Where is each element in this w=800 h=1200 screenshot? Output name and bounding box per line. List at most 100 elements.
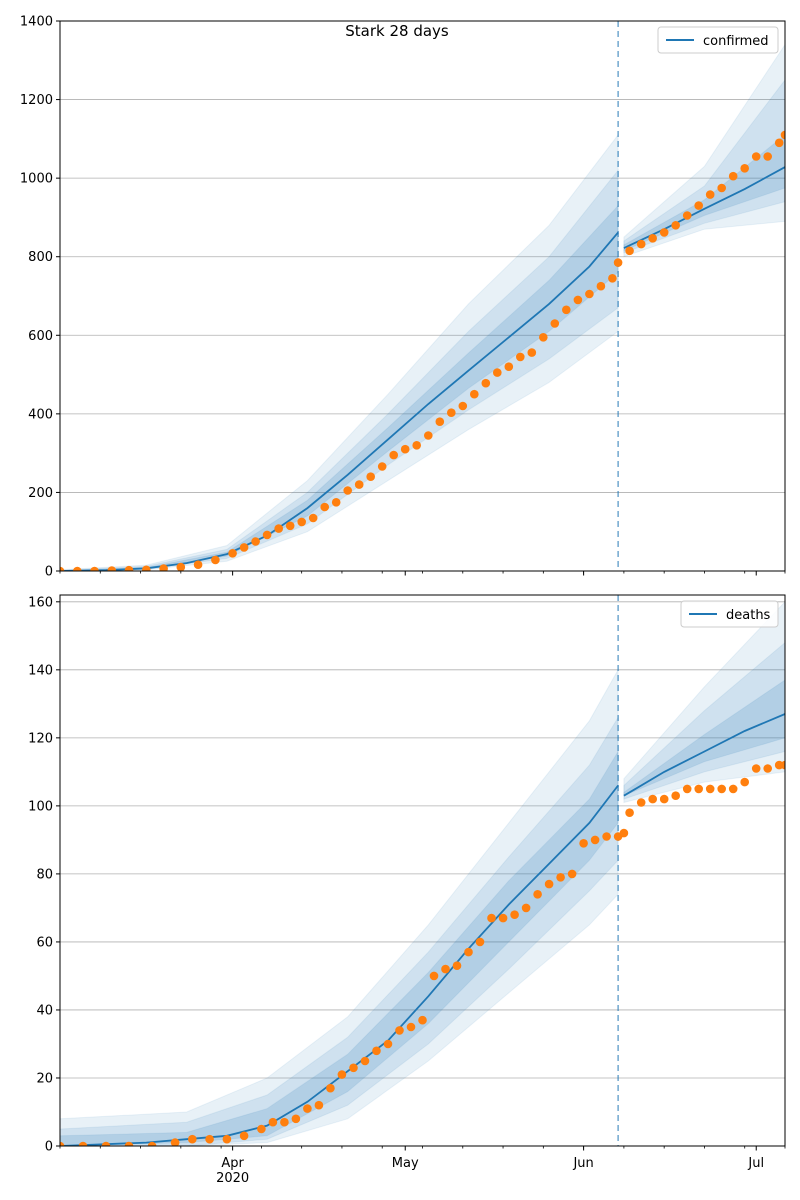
observed-point <box>308 513 318 523</box>
observed-point <box>751 764 761 773</box>
observed-point <box>366 472 376 482</box>
observed-point <box>705 784 715 794</box>
y-tick-label: 160 <box>28 595 53 610</box>
observed-point <box>659 228 669 237</box>
observed-point <box>395 1026 404 1035</box>
observed-point <box>590 835 600 845</box>
observed-point <box>544 879 554 889</box>
observed-point <box>349 1063 358 1073</box>
observed-point <box>751 152 761 161</box>
observed-point <box>360 1056 370 1066</box>
x-tick-label: May <box>392 1156 419 1171</box>
observed-point <box>239 1131 249 1141</box>
observed-point <box>780 760 785 770</box>
observed-point <box>389 450 399 460</box>
legend-label: confirmed <box>703 34 769 49</box>
observed-point <box>228 549 237 558</box>
observed-point <box>475 937 485 947</box>
observed-point <box>124 1141 134 1146</box>
y-tick-label: 80 <box>36 867 53 882</box>
observed-point <box>211 555 220 565</box>
observed-point <box>562 305 571 315</box>
observed-point <box>671 221 680 230</box>
observed-point <box>728 171 738 181</box>
observed-point <box>268 1117 278 1127</box>
observed-point <box>481 378 491 388</box>
legend-box <box>680 600 779 628</box>
observed-point <box>291 1114 301 1124</box>
observed-point <box>60 1141 65 1146</box>
observed-point <box>470 389 479 399</box>
y-tick-label: 400 <box>28 407 53 422</box>
observed-point <box>280 1117 289 1127</box>
observed-point <box>608 274 617 283</box>
mean-line-forecast <box>623 713 785 797</box>
observed-point <box>774 138 784 148</box>
band-middle-fit <box>60 168 619 571</box>
observed-point <box>648 794 657 804</box>
observed-point <box>728 784 738 794</box>
observed-point <box>487 913 496 923</box>
observed-point <box>400 444 410 454</box>
plot-area <box>60 595 785 1146</box>
observed-point <box>740 164 749 173</box>
y-tick-label: 1200 <box>20 93 53 108</box>
y-tick-label: 140 <box>28 663 53 678</box>
observed-point <box>510 910 519 919</box>
y-tick-label: 1400 <box>20 15 53 30</box>
observed-point <box>159 564 168 571</box>
observed-point <box>424 431 433 440</box>
observed-point <box>429 971 439 981</box>
observed-point <box>498 913 508 923</box>
observed-point <box>458 401 468 411</box>
observed-point <box>694 201 703 210</box>
observed-point <box>412 441 422 450</box>
observed-point <box>567 869 577 879</box>
observed-point <box>780 130 785 140</box>
observed-point <box>239 543 249 552</box>
observed-point <box>303 1104 312 1113</box>
observed-point <box>705 190 715 199</box>
observed-point <box>343 486 353 495</box>
y-tick-label: 0 <box>45 1140 53 1155</box>
observed-point <box>441 964 450 974</box>
observed-point <box>326 1083 335 1093</box>
observed-point <box>257 1124 266 1134</box>
observed-point <box>539 333 548 342</box>
observed-point <box>504 362 514 372</box>
observed-point <box>648 234 657 243</box>
observed-point <box>625 808 634 817</box>
observed-point <box>147 1141 157 1146</box>
observed-point <box>337 1070 347 1079</box>
observed-point <box>331 498 341 507</box>
legend-label: deaths <box>726 608 771 623</box>
y-tick-label: 800 <box>28 250 53 265</box>
mean-line-fit <box>60 231 619 571</box>
observed-point <box>124 565 134 571</box>
observed-point <box>297 517 307 527</box>
observed-point <box>550 319 560 328</box>
observed-point <box>493 368 502 377</box>
observed-point <box>516 352 525 362</box>
observed-point <box>193 560 203 569</box>
observed-point <box>585 289 594 299</box>
figure-title: Stark 28 days <box>345 22 449 40</box>
observed-point <box>619 828 629 838</box>
observed-point <box>107 566 117 571</box>
observed-point <box>90 566 99 571</box>
band-middle-forecast <box>623 79 785 254</box>
observed-point <box>573 295 583 305</box>
observed-point <box>740 777 749 787</box>
observed-point <box>205 1134 214 1144</box>
y-tick-label: 600 <box>28 329 53 344</box>
y-tick-label: 100 <box>28 799 53 814</box>
observed-point <box>383 1039 393 1049</box>
x-tick-label: Jul <box>747 1156 764 1171</box>
observed-point <box>447 408 456 418</box>
y-tick-label: 1000 <box>20 172 53 187</box>
observed-point <box>636 239 646 249</box>
observed-point <box>694 784 703 794</box>
observed-point <box>222 1134 232 1144</box>
band-outer-forecast <box>623 601 785 804</box>
observed-point <box>659 794 669 804</box>
